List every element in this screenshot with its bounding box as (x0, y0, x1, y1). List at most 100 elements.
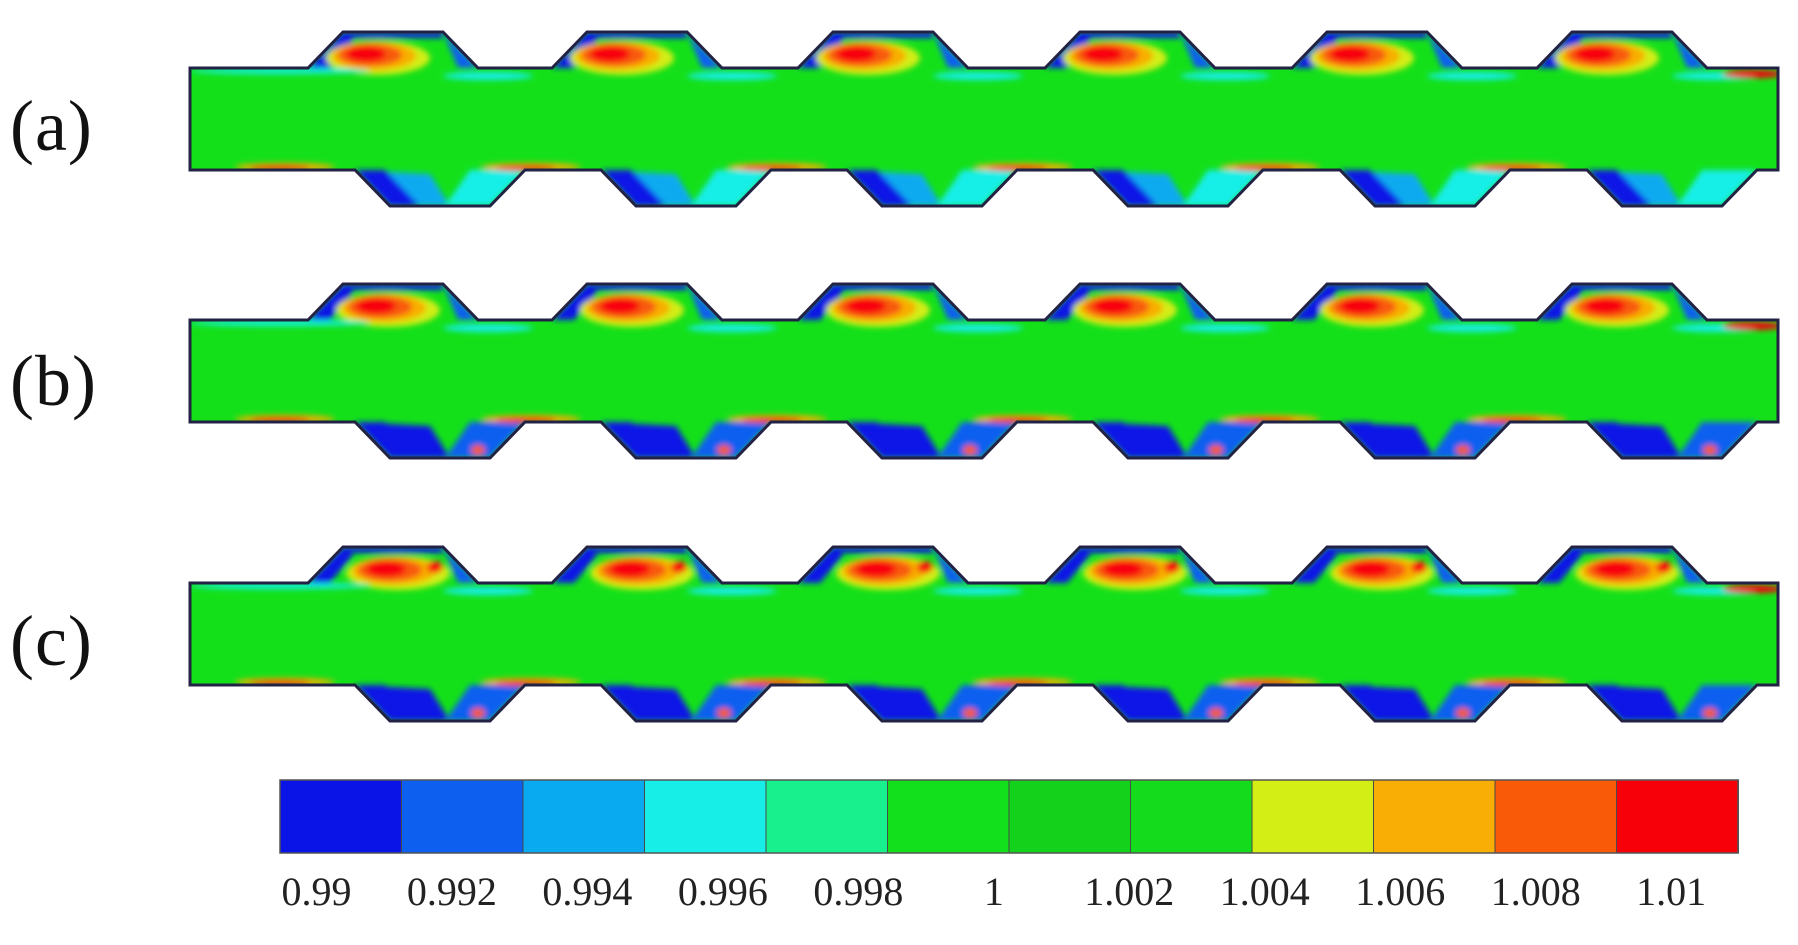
top-cavity-left-corner (798, 32, 843, 68)
colorbar-band (401, 779, 524, 854)
colorbar (279, 779, 1739, 854)
vortex-core (836, 46, 876, 62)
wake-band (1180, 324, 1270, 332)
bottom-corner-vortex (471, 445, 485, 455)
bottom-cavity-right (937, 685, 1017, 721)
top-cavity-roof (587, 32, 687, 38)
top-cavity-left-corner (308, 32, 353, 68)
top-cavity-roof (1080, 284, 1180, 290)
vortex-core (590, 46, 630, 62)
bottom-cavity-right (937, 170, 1017, 206)
panel-label-a: (a) (10, 86, 93, 166)
top-cavity-left-corner (1292, 32, 1337, 68)
secondary-vortex (1656, 561, 1672, 573)
top-cavity-roof (1080, 32, 1180, 38)
bottom-corner-vortex (717, 708, 731, 718)
wake-band (933, 72, 1023, 80)
top-cavity-left-corner (308, 284, 353, 320)
outlet-boundary (1723, 70, 1778, 78)
wake-band (443, 72, 533, 80)
bottom-cavity-right (1430, 685, 1510, 721)
bottom-cavity-right (1677, 422, 1757, 458)
vortex-core (1585, 298, 1625, 314)
top-cavity-roof (1572, 284, 1672, 290)
channel-wall (188, 30, 1780, 208)
bottom-corner-vortex (963, 708, 977, 718)
colorbar-tick-label: 1.008 (1490, 869, 1581, 914)
velocity-field (190, 284, 1778, 458)
top-cavity-left-corner (308, 547, 353, 583)
bottom-cavity-left (1093, 170, 1158, 206)
colorbar-band (1008, 779, 1132, 854)
vortex-core (1595, 561, 1635, 577)
bottom-cavity-right (1677, 170, 1757, 206)
wake-band (687, 72, 777, 80)
top-cavity-left-corner (798, 284, 843, 320)
vortex-core (610, 561, 650, 577)
bottom-corner-vortex (717, 445, 731, 455)
vortex-core (1340, 298, 1380, 314)
vortex-core (1350, 561, 1390, 577)
wake-band (1427, 324, 1517, 332)
outlet-boundary (1723, 322, 1778, 330)
bottom-cavity-right (445, 685, 525, 721)
colorbar-band (1494, 779, 1618, 854)
vortex-core (600, 298, 640, 314)
colorbar-band (522, 779, 646, 854)
top-cavity-left-corner (798, 547, 843, 583)
contour-features (190, 32, 1778, 206)
bottom-cavity-right (937, 422, 1017, 458)
top-cavity-left-corner (1537, 547, 1582, 583)
bottom-cavity-left (847, 422, 912, 458)
bottom-cavity-left (847, 170, 912, 206)
wake-band (1180, 72, 1270, 80)
colorbar-tick-label: 0.994 (542, 869, 633, 914)
top-cavity-left-corner (552, 284, 597, 320)
top-cavity-roof (1572, 547, 1672, 553)
top-cavity-roof (587, 547, 687, 553)
bottom-corner-vortex (1703, 708, 1717, 718)
bottom-cavity-left (601, 422, 666, 458)
top-cavity-left-corner (1292, 547, 1337, 583)
colorbar-band (1130, 779, 1253, 854)
vortex-core (366, 561, 406, 577)
bottom-cavity-left (1587, 170, 1652, 206)
bottom-cavity-right (1183, 685, 1263, 721)
vortex-core (1330, 46, 1370, 62)
colorbar-tick-label: 0.99 (281, 869, 352, 914)
channel-panel-a (188, 30, 1780, 208)
bottom-cavity-left (1340, 170, 1405, 206)
colorbar-tick-label: 0.992 (406, 869, 497, 914)
colorbar-tick-label: 1.004 (1219, 869, 1310, 914)
bottom-corner-vortex (471, 708, 485, 718)
bottom-cavity-right (1430, 170, 1510, 206)
velocity-field (190, 32, 1778, 206)
secondary-vortex (1164, 561, 1180, 573)
colorbar-tick-label: 1.01 (1636, 869, 1707, 914)
top-cavity-roof (1327, 284, 1427, 290)
secondary-vortex (917, 561, 933, 573)
bottom-cavity-right (1183, 422, 1263, 458)
bottom-cavity-left (1340, 685, 1405, 721)
top-cavity-roof (833, 547, 933, 553)
channel-wall (188, 282, 1780, 460)
bottom-cavity-left (601, 170, 666, 206)
bottom-cavity-right (691, 170, 771, 206)
bottom-corner-vortex (1209, 708, 1223, 718)
wake-band (443, 324, 533, 332)
top-cavity-left-corner (552, 547, 597, 583)
top-cavity-roof (587, 284, 687, 290)
vortex-core (1103, 561, 1143, 577)
channel-panel-c (188, 545, 1780, 723)
colorbar-band (1616, 779, 1739, 854)
vortex-core (1093, 298, 1133, 314)
colorbar-tick-label: 0.998 (813, 869, 904, 914)
panel-label-c: (c) (10, 601, 93, 681)
panel-label-b: (b) (10, 341, 97, 421)
wake-band (933, 587, 1023, 595)
bottom-cavity-left (601, 685, 666, 721)
colorbar-band (1251, 779, 1375, 854)
top-cavity-left-corner (1537, 32, 1582, 68)
bottom-corner-vortex (1456, 445, 1470, 455)
